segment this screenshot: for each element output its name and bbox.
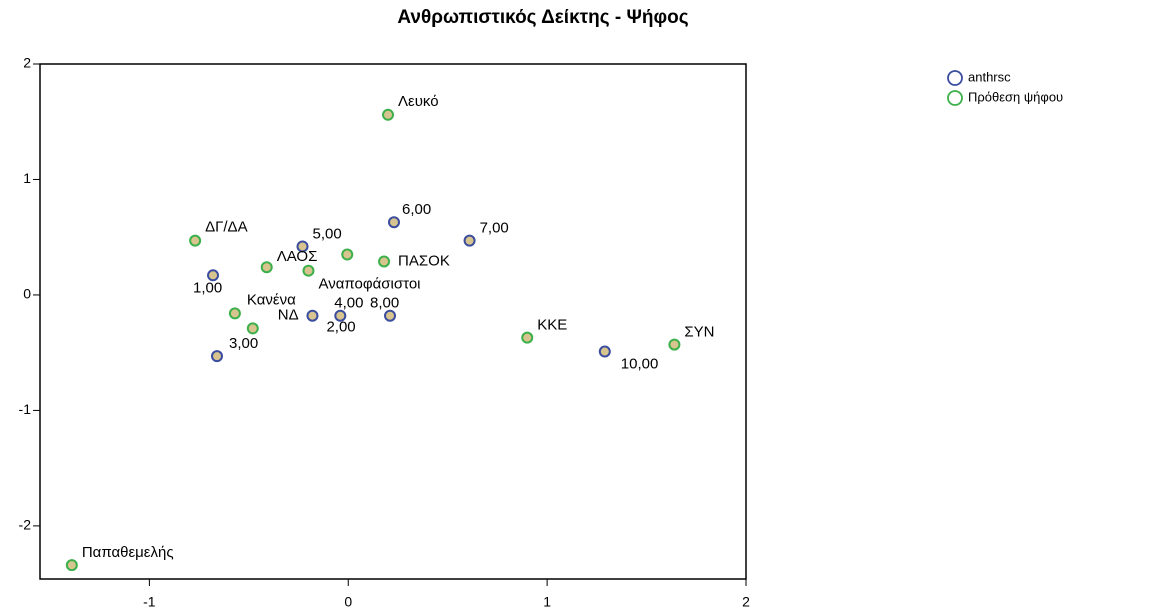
point (384, 309, 397, 322)
point (334, 309, 347, 322)
point-label: Αναποφάσιστοι (318, 276, 420, 293)
legend-marker (947, 90, 963, 106)
x-tick-label: 2 (742, 594, 750, 610)
point-label: ΝΔ (278, 306, 299, 323)
point (210, 350, 223, 363)
point-label: 4,00 (334, 295, 363, 312)
point (246, 322, 259, 335)
point-label: 6,00 (402, 201, 431, 218)
point-label: ΔΓ/ΔΑ (205, 219, 247, 236)
point (189, 234, 202, 247)
point-label: 1,00 (193, 279, 222, 296)
point (598, 345, 611, 358)
point-label: Παπαθεμελής (82, 544, 174, 561)
point (302, 264, 315, 277)
point-label: 2,00 (326, 319, 355, 336)
x-tick-label: 0 (344, 594, 352, 610)
chart-title: Ανθρωπιστικός Δείκτης - Ψήφος (397, 7, 688, 28)
x-tick-label: -1 (143, 594, 156, 610)
point (378, 255, 391, 268)
point (382, 108, 395, 121)
point (668, 338, 681, 351)
legend-label: Πρόθεση ψήφου (968, 89, 1063, 104)
point-label: Κανένα (247, 291, 296, 308)
x-tick-label: 1 (543, 594, 551, 610)
point (463, 234, 476, 247)
point (260, 261, 273, 274)
point-label: ΣΥΝ (684, 324, 714, 341)
point (228, 307, 241, 320)
point-label: 3,00 (229, 335, 258, 352)
point-label: 8,00 (370, 295, 399, 312)
point (521, 331, 534, 344)
point (387, 216, 400, 229)
plot-frame (39, 63, 747, 580)
legend-label: anthrsc (968, 69, 1011, 84)
point (65, 559, 78, 572)
point-label: 7,00 (480, 220, 509, 237)
point-label: 5,00 (313, 225, 342, 242)
y-tick-label: 0 (23, 286, 31, 302)
y-tick-label: -2 (19, 517, 32, 533)
y-tick-label: 2 (23, 55, 31, 71)
point (296, 240, 309, 253)
point-label: Λευκό (398, 93, 439, 110)
point-label: ΛΑΟΣ (277, 248, 318, 265)
point-label: ΠΑΣΟΚ (398, 252, 450, 269)
point-label: 10,00 (621, 355, 659, 372)
y-tick-label: -1 (19, 401, 32, 417)
point-label: ΚΚΕ (537, 317, 567, 334)
y-tick-label: 1 (23, 170, 31, 186)
point (207, 269, 220, 282)
point (306, 309, 319, 322)
legend-marker (947, 70, 963, 86)
point (341, 248, 354, 261)
